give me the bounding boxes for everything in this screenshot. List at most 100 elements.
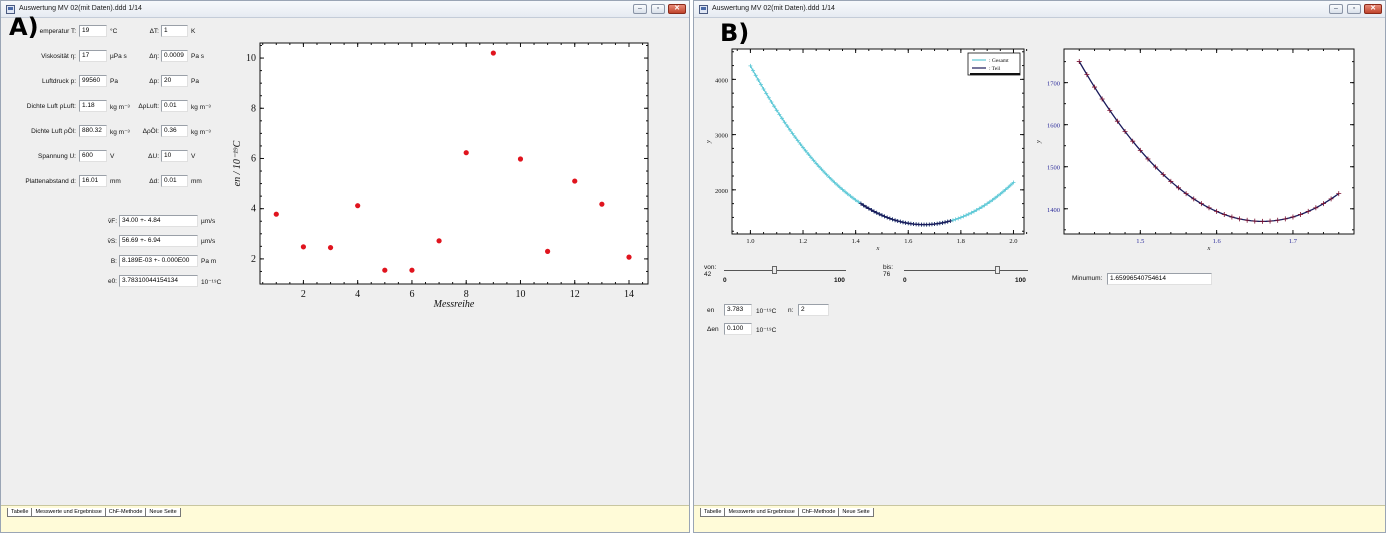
- x-axis-label: x: [1207, 245, 1211, 252]
- slider-von-handle[interactable]: [772, 266, 778, 274]
- series-teil-zoom: [1076, 59, 1342, 224]
- x-tick-label: 1.6: [1213, 238, 1222, 245]
- title-bar-a: Auswertung MV 02(mit Daten).ddd 1/14 – ▫…: [1, 1, 689, 18]
- zoom-marker: [1305, 208, 1311, 214]
- zoom-marker: [1122, 128, 1128, 134]
- teil-marker: [943, 220, 948, 225]
- delta-field[interactable]: 20: [161, 75, 188, 87]
- zoom-marker: [1252, 218, 1258, 224]
- y-tick-label: 1600: [1047, 123, 1060, 130]
- slider-von-min: 0: [723, 277, 727, 284]
- delta-field[interactable]: 0.36: [161, 125, 188, 137]
- param-field[interactable]: 1.18: [79, 100, 107, 112]
- x-tick-label: 4: [355, 289, 360, 300]
- param-field[interactable]: 880.32: [79, 125, 107, 137]
- param-field[interactable]: 99560: [79, 75, 107, 87]
- zoom-marker: [1153, 164, 1159, 170]
- result-unit: Pa m: [201, 258, 217, 265]
- x-axis-label: Messreihe: [433, 299, 475, 310]
- gesamt-marker: [785, 124, 790, 129]
- zoom-marker: [1137, 147, 1143, 153]
- sheet-tab[interactable]: Messwerte und Ergebnisse: [31, 508, 106, 517]
- result-unit: µm/s: [201, 238, 216, 245]
- zoom-marker: [1175, 185, 1181, 191]
- fit-chart-zoom: 1.5 1.6 1.7 1400 1500 1600 1700 x y: [1035, 48, 1355, 252]
- delta-field[interactable]: 1: [161, 25, 188, 37]
- slider-von-track[interactable]: [724, 270, 846, 271]
- window-title-a: Auswertung MV 02(mit Daten).ddd 1/14: [19, 5, 142, 12]
- gesamt-marker: [843, 189, 848, 194]
- gesamt-marker: [987, 199, 992, 204]
- sheet-tab[interactable]: ChF-Methode: [797, 508, 840, 517]
- delta-unit: kg m⁻³: [191, 104, 211, 111]
- n-field[interactable]: 2: [798, 304, 829, 316]
- delta-field[interactable]: 0.01: [161, 100, 188, 112]
- zoom-marker: [1076, 59, 1082, 65]
- delta-label: ΔρÖl:: [142, 128, 159, 135]
- close-icon[interactable]: ✕: [668, 4, 686, 14]
- sheet-tab[interactable]: Tabelle: [700, 508, 726, 517]
- series-teil: [858, 201, 953, 227]
- teil-marker: [890, 217, 895, 222]
- delta-en-field[interactable]: 0.100: [724, 323, 752, 335]
- sheet-tab[interactable]: Neue Seite: [145, 508, 181, 517]
- teil-marker: [877, 212, 882, 217]
- gesamt-marker: [977, 206, 982, 211]
- result-field[interactable]: 3.78310044154134: [119, 275, 198, 287]
- slider-von-max: 100: [834, 277, 845, 284]
- delta-field[interactable]: 0.01: [161, 175, 188, 187]
- minimize-icon[interactable]: –: [633, 4, 647, 14]
- gesamt-marker: [961, 214, 966, 219]
- sheet-tab[interactable]: Neue Seite: [838, 508, 874, 517]
- panel-letter-a: A): [9, 13, 39, 41]
- gesamt-marker: [969, 210, 974, 215]
- slider-bis-track[interactable]: [904, 270, 1028, 271]
- delta-field[interactable]: 0.0009: [161, 50, 188, 62]
- sheet-tab-bar-a: Tabelle Messwerte und Ergebnisse ChF-Metho…: [1, 505, 689, 532]
- zoom-marker: [1229, 214, 1235, 220]
- teil-marker: [937, 221, 942, 226]
- param-field[interactable]: 600: [79, 150, 107, 162]
- delta-label: Δp:: [149, 78, 159, 85]
- scatter-point: [490, 50, 496, 56]
- gesamt-marker: [764, 91, 769, 96]
- sheet-tab[interactable]: Tabelle: [7, 508, 33, 517]
- y-axis-label: y: [705, 140, 712, 144]
- gesamt-marker: [856, 199, 861, 204]
- gesamt-marker: [835, 182, 840, 187]
- gesamt-marker: [958, 215, 963, 220]
- teil-marker: [898, 219, 903, 224]
- param-label: Plattenabstand d:: [25, 178, 76, 185]
- gesamt-marker: [993, 196, 998, 201]
- result-field[interactable]: 56.69 +- 6.94: [119, 235, 198, 247]
- param-field[interactable]: 16.01: [79, 175, 107, 187]
- gesamt-marker: [753, 73, 758, 78]
- scatter-point: [355, 203, 361, 209]
- close-icon[interactable]: ✕: [1364, 4, 1382, 14]
- sheet-tab[interactable]: Messwerte und Ergebnisse: [724, 508, 799, 517]
- param-field[interactable]: 19: [79, 25, 107, 37]
- en-field[interactable]: 3.783: [724, 304, 752, 316]
- delta-field[interactable]: 10: [161, 150, 188, 162]
- maximize-icon[interactable]: ▫: [651, 4, 665, 14]
- zoom-marker: [1092, 84, 1098, 90]
- y-axis-label: en / 10⁻¹⁹C: [232, 140, 243, 186]
- param-unit: V: [110, 153, 115, 160]
- gesamt-marker: [814, 161, 819, 166]
- gesamt-marker: [751, 68, 756, 73]
- param-field[interactable]: 17: [79, 50, 107, 62]
- minimum-field[interactable]: 1.65996540754614: [1107, 273, 1212, 285]
- teil-marker: [945, 219, 950, 224]
- maximize-icon[interactable]: ▫: [1347, 4, 1361, 14]
- y-tick-label: 2: [251, 254, 256, 265]
- slider-bis-handle[interactable]: [995, 266, 1001, 274]
- minimize-icon[interactable]: –: [1329, 4, 1343, 14]
- zoom-marker: [1099, 96, 1105, 102]
- sheet-tab[interactable]: ChF-Methode: [104, 508, 147, 517]
- teil-marker: [874, 210, 879, 215]
- gesamt-marker: [795, 138, 800, 143]
- x-tick-label: 8: [464, 289, 469, 300]
- delta-label: ΔU:: [148, 153, 159, 160]
- result-field[interactable]: 8.189E-03 +- 0.000E00: [119, 255, 198, 267]
- result-field[interactable]: 34.00 +- 4.84: [119, 215, 198, 227]
